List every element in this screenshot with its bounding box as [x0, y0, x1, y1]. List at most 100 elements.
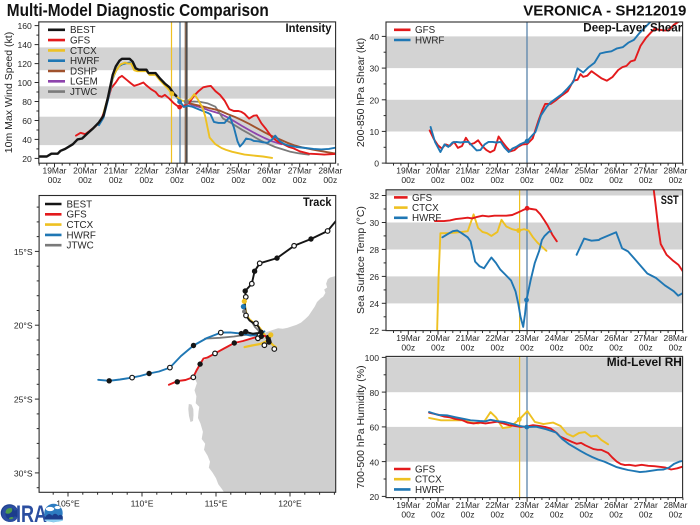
svg-text:19Mar: 19Mar — [396, 500, 420, 510]
svg-text:GFS: GFS — [415, 25, 436, 36]
svg-text:00z: 00z — [401, 342, 415, 352]
svg-text:80: 80 — [22, 97, 32, 107]
svg-text:00z: 00z — [262, 175, 276, 185]
svg-text:22Mar: 22Mar — [134, 165, 158, 175]
svg-text:00z: 00z — [609, 509, 623, 519]
svg-text:00z: 00z — [580, 509, 594, 519]
svg-text:110°E: 110°E — [131, 498, 154, 508]
svg-text:00z: 00z — [401, 175, 415, 185]
svg-text:00z: 00z — [461, 509, 475, 519]
svg-text:GFS: GFS — [412, 193, 433, 204]
svg-text:00z: 00z — [639, 342, 653, 352]
svg-text:GFS: GFS — [67, 210, 88, 221]
svg-text:LGEM: LGEM — [70, 77, 98, 88]
svg-text:00z: 00z — [550, 509, 564, 519]
svg-text:700-500 hPa Humidity (%): 700-500 hPa Humidity (%) — [355, 365, 367, 488]
svg-text:25Mar: 25Mar — [574, 500, 598, 510]
svg-text:00z: 00z — [669, 175, 683, 185]
svg-text:23Mar: 23Mar — [515, 500, 539, 510]
svg-text:40: 40 — [369, 32, 379, 42]
svg-text:15°S: 15°S — [14, 247, 33, 257]
svg-text:21Mar: 21Mar — [456, 165, 480, 175]
svg-text:00z: 00z — [461, 175, 475, 185]
svg-text:25Mar: 25Mar — [574, 165, 598, 175]
svg-text:JTWC: JTWC — [67, 241, 94, 252]
svg-text:00z: 00z — [401, 509, 415, 519]
svg-text:26Mar: 26Mar — [604, 165, 628, 175]
svg-text:CTCX: CTCX — [415, 475, 442, 486]
svg-text:00z: 00z — [550, 342, 564, 352]
svg-text:200-850 hPa Shear (kt): 200-850 hPa Shear (kt) — [355, 38, 367, 147]
svg-text:26Mar: 26Mar — [604, 500, 628, 510]
svg-text:10: 10 — [369, 127, 379, 137]
svg-text:00z: 00z — [580, 342, 594, 352]
svg-text:00z: 00z — [520, 342, 534, 352]
svg-text:24Mar: 24Mar — [545, 333, 569, 343]
svg-text:CTCX: CTCX — [67, 220, 94, 231]
svg-text:00z: 00z — [293, 175, 307, 185]
svg-text:120: 120 — [17, 59, 32, 69]
svg-text:25Mar: 25Mar — [574, 333, 598, 343]
svg-text:140: 140 — [17, 40, 32, 50]
svg-text:00z: 00z — [669, 342, 683, 352]
svg-text:32: 32 — [369, 191, 379, 201]
svg-text:00z: 00z — [490, 342, 504, 352]
svg-text:00z: 00z — [323, 175, 337, 185]
svg-text:20Mar: 20Mar — [426, 333, 450, 343]
svg-text:0: 0 — [374, 159, 379, 169]
svg-text:00z: 00z — [140, 175, 154, 185]
svg-text:28Mar: 28Mar — [664, 333, 688, 343]
svg-text:30: 30 — [369, 64, 379, 74]
svg-text:27Mar: 27Mar — [288, 165, 312, 175]
svg-text:21Mar: 21Mar — [456, 333, 480, 343]
svg-text:C: C — [1, 501, 18, 525]
svg-text:20°S: 20°S — [14, 321, 33, 331]
svg-text:21Mar: 21Mar — [104, 165, 128, 175]
svg-text:Sea Surface Temp (°C): Sea Surface Temp (°C) — [355, 206, 367, 314]
svg-text:23Mar: 23Mar — [165, 165, 189, 175]
svg-text:20: 20 — [369, 95, 379, 105]
svg-text:00z: 00z — [461, 342, 475, 352]
svg-text:Deep-Layer Shear: Deep-Layer Shear — [583, 22, 683, 34]
svg-text:10m Max Wind Speed (kt): 10m Max Wind Speed (kt) — [3, 32, 15, 153]
svg-text:00z: 00z — [231, 175, 245, 185]
svg-text:19Mar: 19Mar — [396, 165, 420, 175]
svg-text:00z: 00z — [520, 509, 534, 519]
svg-text:19Mar: 19Mar — [396, 333, 420, 343]
svg-text:23Mar: 23Mar — [515, 165, 539, 175]
svg-text:24Mar: 24Mar — [196, 165, 220, 175]
svg-text:28Mar: 28Mar — [318, 165, 342, 175]
svg-text:00z: 00z — [669, 509, 683, 519]
svg-text:HWRF: HWRF — [415, 485, 444, 496]
svg-text:BEST: BEST — [67, 199, 93, 210]
svg-text:100: 100 — [17, 78, 32, 88]
svg-text:28Mar: 28Mar — [664, 165, 688, 175]
svg-text:00z: 00z — [170, 175, 184, 185]
svg-text:00z: 00z — [109, 175, 123, 185]
svg-text:00z: 00z — [580, 175, 594, 185]
svg-text:22Mar: 22Mar — [485, 333, 509, 343]
svg-text:21Mar: 21Mar — [456, 500, 480, 510]
svg-text:00z: 00z — [550, 175, 564, 185]
svg-text:60: 60 — [369, 423, 379, 433]
svg-text:00z: 00z — [490, 175, 504, 185]
svg-text:CTCX: CTCX — [70, 46, 97, 57]
svg-text:Track: Track — [303, 197, 332, 209]
svg-text:20Mar: 20Mar — [73, 165, 97, 175]
svg-text:00z: 00z — [431, 509, 445, 519]
svg-text:00z: 00z — [490, 509, 504, 519]
svg-text:00z: 00z — [78, 175, 92, 185]
svg-text:160: 160 — [17, 21, 32, 31]
svg-text:JTWC: JTWC — [70, 87, 97, 98]
svg-text:HWRF: HWRF — [67, 230, 96, 241]
svg-text:20Mar: 20Mar — [426, 500, 450, 510]
svg-text:00z: 00z — [431, 342, 445, 352]
svg-text:BEST: BEST — [70, 25, 96, 36]
svg-text:100: 100 — [365, 353, 380, 363]
svg-text:40: 40 — [22, 135, 32, 145]
svg-text:25°S: 25°S — [14, 395, 33, 405]
svg-text:26: 26 — [369, 272, 379, 282]
svg-text:00z: 00z — [48, 175, 62, 185]
svg-text:00z: 00z — [609, 175, 623, 185]
svg-text:30: 30 — [369, 218, 379, 228]
